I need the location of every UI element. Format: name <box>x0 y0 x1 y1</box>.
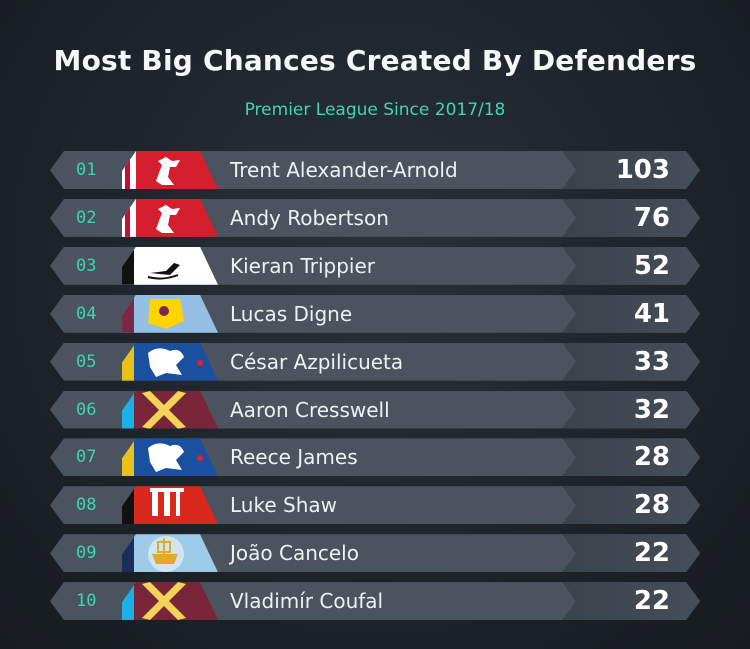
player-name: João Cancelo <box>230 541 359 566</box>
west-ham-crest-icon <box>122 390 218 429</box>
rank-label: 08 <box>76 495 97 516</box>
liverpool-crest-icon <box>122 198 218 237</box>
big-chances-value: 32 <box>633 394 670 425</box>
rank-label: 05 <box>76 351 97 372</box>
rank-label: 06 <box>76 399 97 420</box>
value-box <box>562 582 700 621</box>
chelsea-crest-icon <box>122 438 218 477</box>
big-chances-value: 103 <box>615 155 670 185</box>
man-city-crest-icon <box>122 534 218 573</box>
player-name: Reece James <box>230 445 358 470</box>
player-name: Lucas Digne <box>230 301 353 326</box>
chart-subtitle: Premier League Since 2017/18 <box>244 100 506 120</box>
table-row: 08 Luke Shaw 28 <box>50 486 700 525</box>
value-box <box>562 246 700 285</box>
chart-title: Most Big Chances Created By Defenders <box>53 44 697 77</box>
player-name: Vladimír Coufal <box>230 589 384 614</box>
table-row: 05 César Azpilicueta 33 <box>50 342 700 381</box>
rank-label: 03 <box>76 255 97 276</box>
value-box <box>562 486 700 525</box>
rank-label: 02 <box>76 207 97 228</box>
rank-label: 04 <box>76 303 97 324</box>
value-box <box>562 342 700 381</box>
value-box <box>562 294 700 333</box>
value-box <box>562 534 700 573</box>
big-chances-value: 33 <box>633 346 670 377</box>
big-chances-value: 52 <box>633 250 670 281</box>
table-row: 09 João Cancelo 22 <box>50 534 700 573</box>
big-chances-value: 76 <box>633 202 670 233</box>
rank-label: 01 <box>76 160 97 180</box>
big-chances-value: 41 <box>633 298 670 329</box>
rank-label: 09 <box>76 543 97 564</box>
big-chances-value: 28 <box>633 490 670 521</box>
value-box <box>562 198 700 237</box>
table-row: 03 Kieran Trippier 52 <box>50 246 700 285</box>
table-row: 02 Andy Robertson 76 <box>50 198 700 237</box>
player-name: Aaron Cresswell <box>230 397 390 422</box>
player-name: Luke Shaw <box>230 493 337 518</box>
rank-label: 10 <box>76 591 97 612</box>
value-box <box>562 438 700 477</box>
value-box <box>562 151 700 189</box>
player-name: Andy Robertson <box>230 205 389 230</box>
table-row: 06 Aaron Cresswell 32 <box>50 390 700 429</box>
table-row: 01 Trent Alexander-Arnold 103 <box>50 151 700 189</box>
table-row: 07 Reece James 28 <box>50 438 700 477</box>
rank-label: 07 <box>76 447 97 468</box>
value-box <box>562 390 700 429</box>
table-row: 04 Lucas Digne 41 <box>50 294 700 333</box>
player-name: Kieran Trippier <box>230 253 376 278</box>
player-name: Trent Alexander-Arnold <box>230 158 458 182</box>
big-chances-value: 28 <box>633 442 670 473</box>
big-chances-value: 22 <box>633 538 670 569</box>
big-chances-value: 22 <box>633 586 670 617</box>
player-name: César Azpilicueta <box>230 349 404 374</box>
liverpool-crest-icon <box>122 151 218 189</box>
west-ham-crest-icon <box>122 582 218 621</box>
table-row: 10 Vladimír Coufal 22 <box>50 582 700 621</box>
